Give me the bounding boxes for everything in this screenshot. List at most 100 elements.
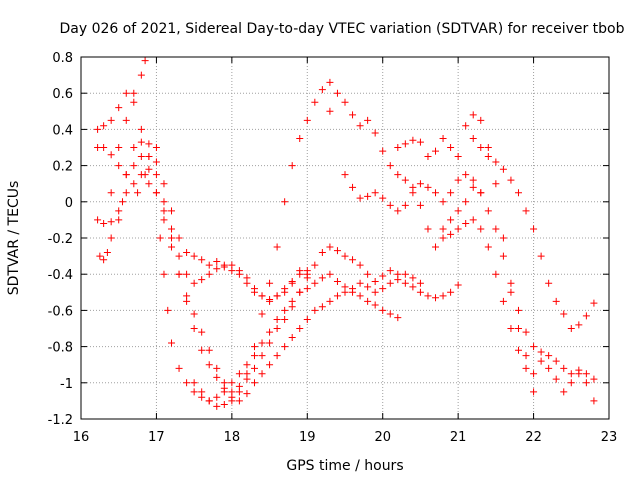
series-arc-7 xyxy=(190,78,334,410)
data-point xyxy=(220,263,228,271)
data-point xyxy=(288,277,296,285)
data-point xyxy=(462,220,470,228)
data-point xyxy=(530,225,538,233)
y-tick-label: -0.8 xyxy=(48,341,73,356)
data-point xyxy=(386,162,394,170)
data-point xyxy=(213,258,221,266)
data-point xyxy=(530,343,538,351)
data-point xyxy=(454,281,462,289)
data-point xyxy=(164,306,172,314)
data-point xyxy=(477,116,485,124)
data-point xyxy=(205,261,213,269)
data-point xyxy=(198,346,206,354)
data-point xyxy=(258,352,266,360)
data-point xyxy=(522,328,530,336)
data-point xyxy=(250,364,258,372)
data-point xyxy=(175,364,183,372)
chart-title: Day 026 of 2021, Sidereal Day-to-day VTE… xyxy=(59,21,624,37)
series-arc-9 xyxy=(341,171,598,383)
data-point xyxy=(160,216,168,224)
data-point xyxy=(409,136,417,144)
data-point xyxy=(281,343,289,351)
data-point xyxy=(545,364,553,372)
data-point xyxy=(522,352,530,360)
data-point xyxy=(560,388,568,396)
data-point xyxy=(118,198,126,206)
data-point xyxy=(145,140,153,148)
data-point xyxy=(311,306,319,314)
series-arc-10 xyxy=(394,111,598,405)
data-point xyxy=(175,234,183,242)
data-point xyxy=(311,279,319,287)
x-tick-label: 21 xyxy=(450,430,467,445)
data-point xyxy=(371,301,379,309)
data-point xyxy=(213,393,221,401)
data-point xyxy=(439,198,447,206)
data-point xyxy=(567,370,575,378)
data-point xyxy=(190,388,198,396)
data-point xyxy=(141,57,149,65)
data-point xyxy=(401,176,409,184)
y-tick-label: 0.2 xyxy=(52,160,73,175)
data-point xyxy=(318,274,326,282)
data-point xyxy=(364,297,372,305)
y-tick-label: 0.6 xyxy=(52,87,73,102)
data-point xyxy=(107,218,115,226)
data-point xyxy=(273,243,281,251)
data-point xyxy=(454,153,462,161)
data-point xyxy=(409,283,417,291)
data-point xyxy=(198,276,206,284)
data-point xyxy=(152,144,160,151)
data-point xyxy=(266,328,274,336)
data-point xyxy=(567,379,575,387)
data-point xyxy=(371,189,379,197)
data-point xyxy=(356,194,364,202)
data-point xyxy=(296,267,304,275)
data-point xyxy=(424,153,432,161)
data-point xyxy=(560,364,568,372)
data-point xyxy=(137,125,145,133)
data-point xyxy=(243,390,251,398)
data-point xyxy=(250,379,258,387)
x-tick-label: 19 xyxy=(299,430,316,445)
data-point xyxy=(205,270,213,278)
data-point xyxy=(454,207,462,215)
data-point xyxy=(386,267,394,275)
data-point xyxy=(439,234,447,242)
y-tick-label: -1.2 xyxy=(48,413,73,428)
data-point xyxy=(349,183,357,191)
data-point xyxy=(198,328,206,336)
data-point xyxy=(122,171,130,179)
data-point xyxy=(266,361,274,369)
data-point xyxy=(213,265,221,273)
x-tick-label: 23 xyxy=(601,430,618,445)
data-point xyxy=(462,122,470,130)
data-point xyxy=(190,325,198,332)
series-arc-8 xyxy=(326,89,485,251)
data-point xyxy=(545,352,553,360)
data-point xyxy=(409,274,417,282)
data-point xyxy=(552,297,560,305)
data-point xyxy=(326,297,334,305)
data-point xyxy=(582,370,590,378)
y-tick-label: 0.4 xyxy=(52,123,73,138)
data-point xyxy=(477,144,485,151)
data-point xyxy=(484,243,492,251)
data-point xyxy=(432,147,440,155)
data-point xyxy=(137,138,145,146)
data-point xyxy=(303,285,311,293)
data-point xyxy=(590,299,598,307)
data-point xyxy=(530,370,538,378)
data-point xyxy=(273,315,281,323)
data-point xyxy=(530,388,538,396)
data-point xyxy=(183,379,191,387)
data-point xyxy=(394,314,402,322)
data-point xyxy=(371,129,379,137)
data-point xyxy=(141,171,149,179)
data-point xyxy=(235,267,243,275)
data-point xyxy=(484,207,492,215)
data-point xyxy=(220,401,228,409)
y-tick-label: 0.8 xyxy=(52,51,73,66)
data-point xyxy=(205,397,213,405)
